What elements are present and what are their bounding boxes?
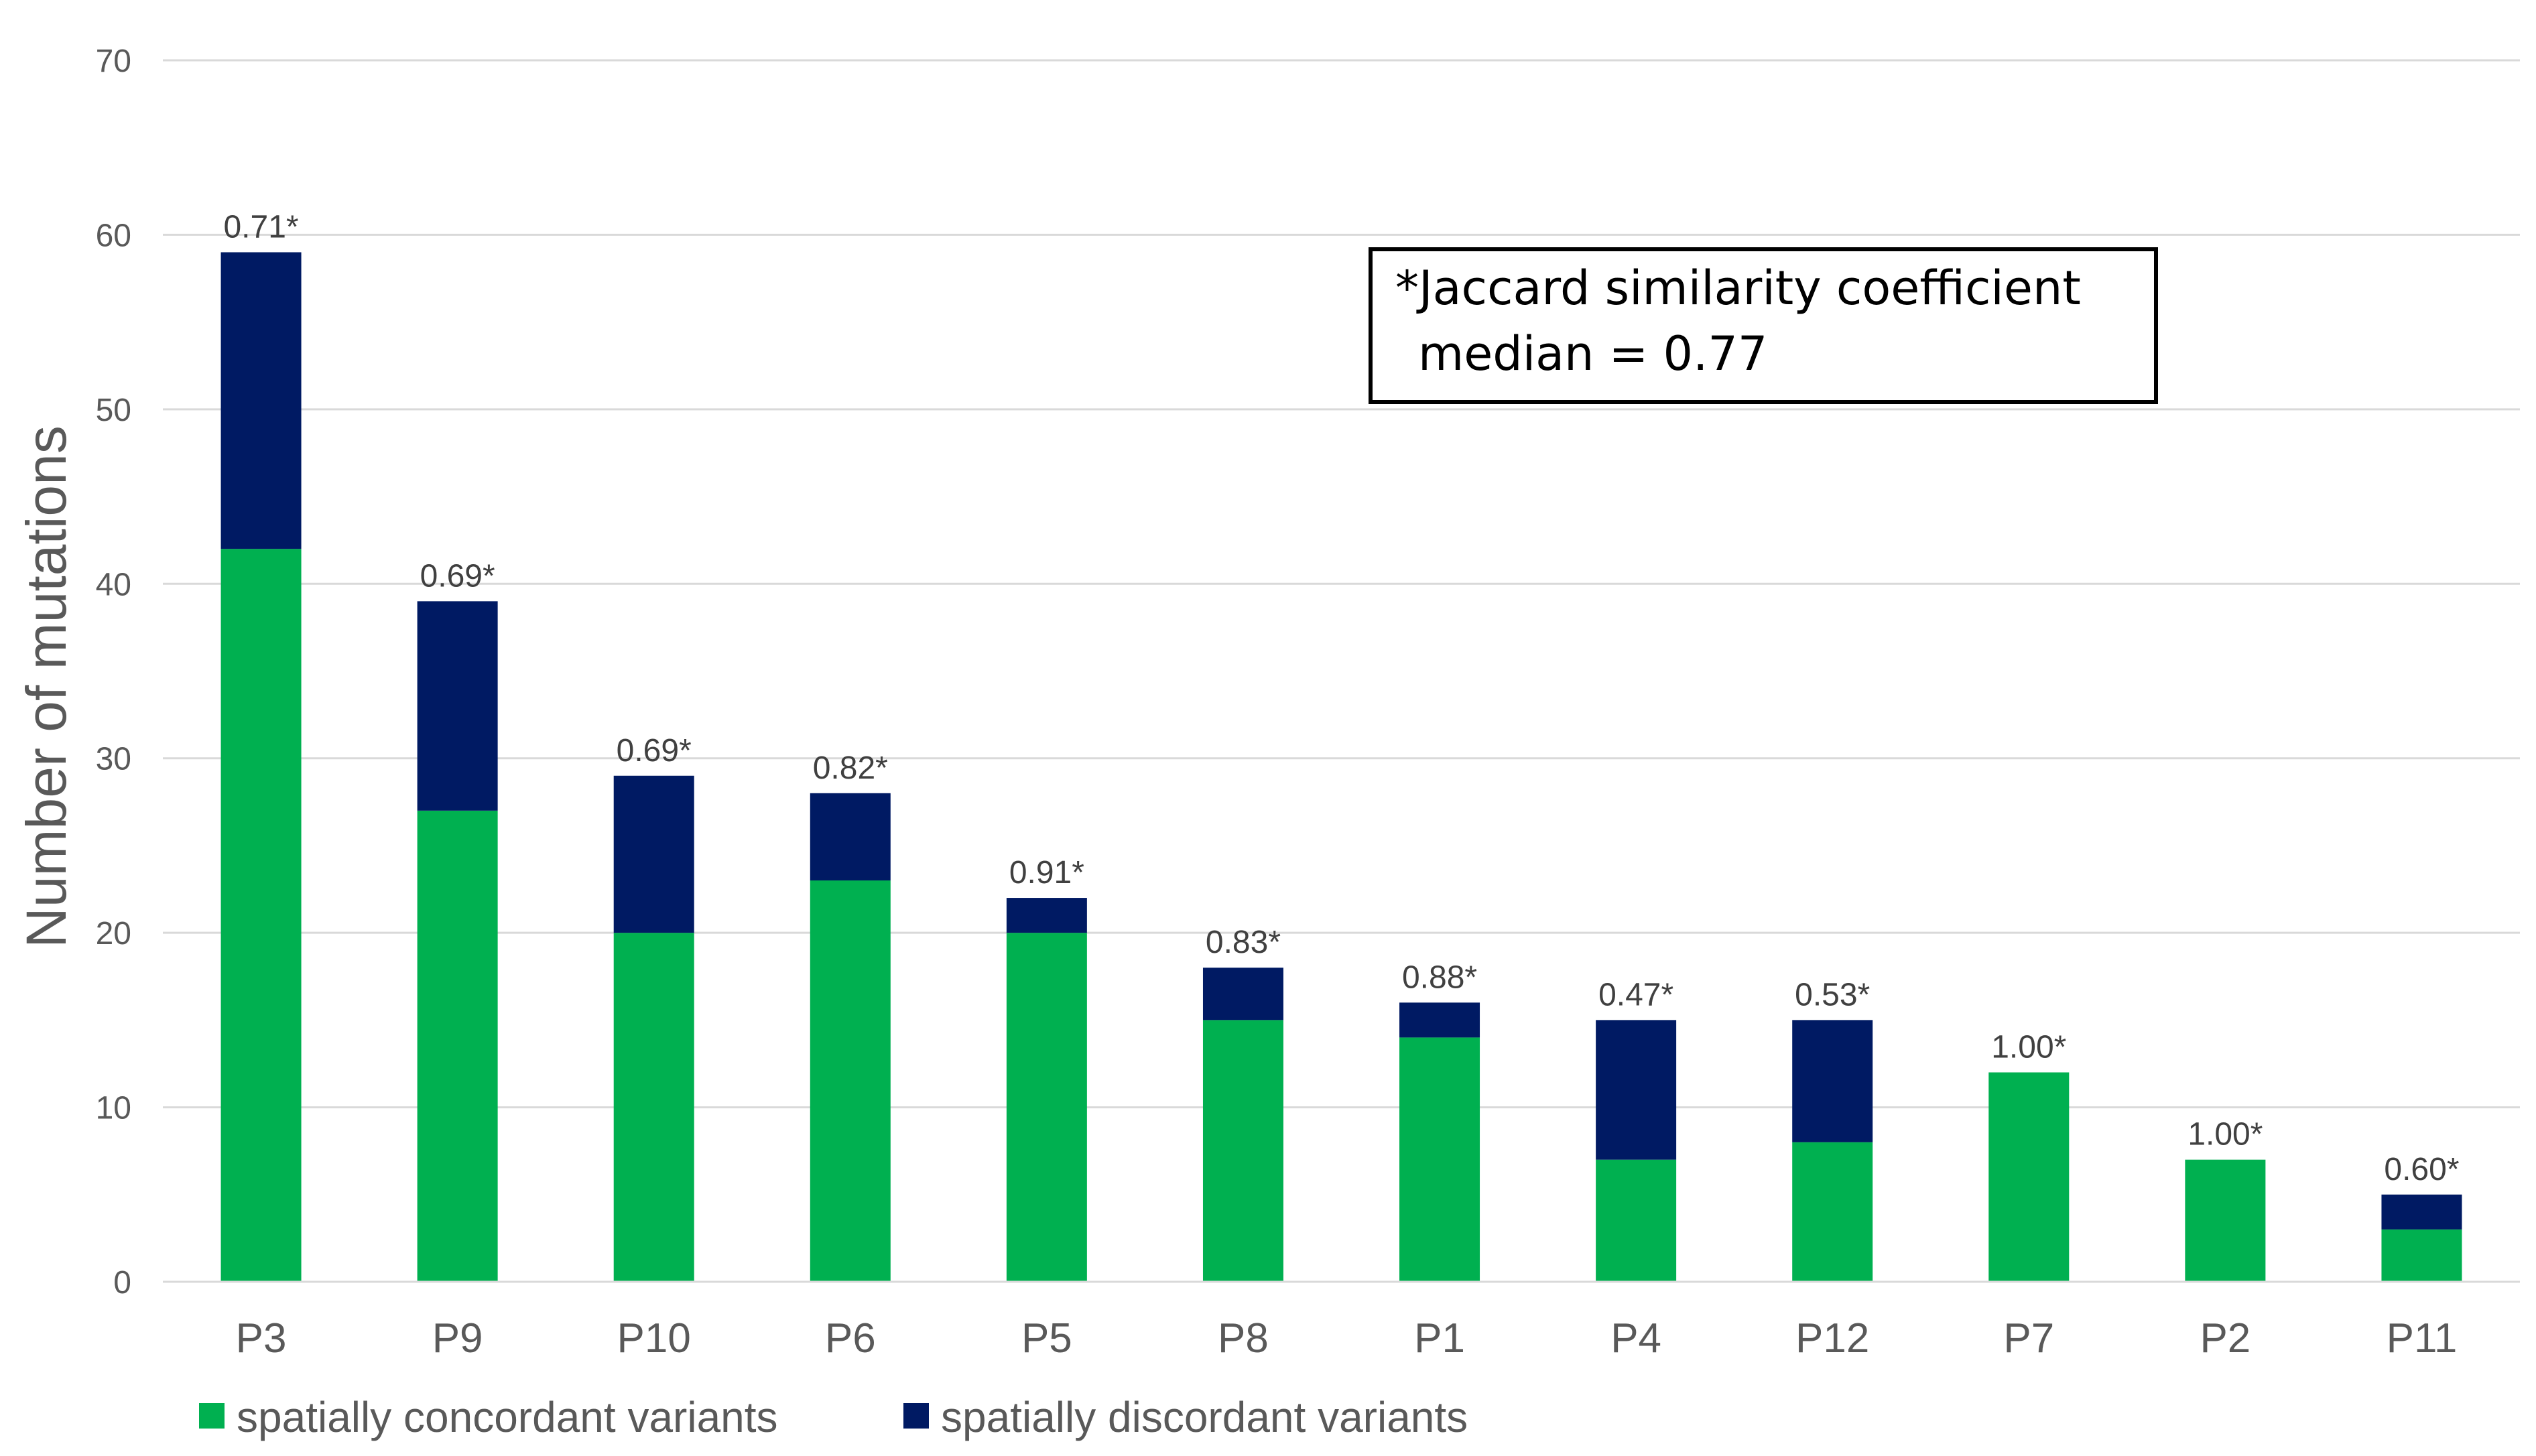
x-tick-label-P5: P5 — [1021, 1315, 1072, 1362]
y-tick-label: 0 — [113, 1265, 131, 1301]
bar-concordant-P10 — [613, 933, 694, 1282]
bar-discordant-P5 — [1006, 898, 1087, 933]
legend-swatch-concordant — [199, 1403, 225, 1429]
bar-discordant-P4 — [1596, 1020, 1677, 1160]
data-label-P5: 0.91* — [1009, 855, 1084, 890]
data-label-P1: 0.88* — [1402, 959, 1477, 995]
x-tick-label-P2: P2 — [2200, 1315, 2250, 1362]
data-label-P10: 0.69* — [617, 733, 692, 769]
x-tick-label-P3: P3 — [236, 1315, 287, 1362]
y-axis-ticks: 0 10 20 30 40 50 60 70 — [96, 44, 131, 1301]
y-tick-label: 70 — [96, 44, 131, 79]
y-tick-label: 40 — [96, 567, 131, 602]
legend-label-discordant: spatially discordant variants — [941, 1393, 1468, 1441]
y-tick-label: 30 — [96, 742, 131, 777]
data-label-P12: 0.53* — [1795, 977, 1870, 1012]
gridlines — [163, 59, 2520, 1109]
bar-concordant-P4 — [1596, 1159, 1677, 1282]
y-tick-label: 60 — [96, 218, 131, 253]
bar-discordant-P1 — [1399, 1002, 1480, 1038]
x-axis-ticks: P3 P9 P10 P6 P5 P8 P1 P4 P12 P7 P2 P11 — [236, 1315, 2458, 1362]
x-tick-label-P11: P11 — [2387, 1315, 2458, 1362]
y-tick-label: 20 — [96, 916, 131, 951]
x-tick-label-P12: P12 — [1795, 1315, 1869, 1362]
data-label-P3: 0.71* — [223, 209, 298, 245]
x-tick-label-P6: P6 — [825, 1315, 876, 1362]
x-tick-label-P4: P4 — [1610, 1315, 1661, 1362]
annotation-box: *Jaccard similarity coefficient median =… — [1369, 247, 2158, 404]
bar-concordant-P2 — [2185, 1159, 2266, 1282]
data-label-P2: 1.00* — [2188, 1117, 2263, 1152]
x-tick-label-P8: P8 — [1218, 1315, 1269, 1362]
bar-discordant-P9 — [417, 601, 498, 811]
data-label-P11: 0.60* — [2384, 1152, 2459, 1187]
bar-discordant-P10 — [613, 775, 694, 933]
x-tick-label-P1: P1 — [1414, 1315, 1465, 1362]
data-label-P8: 0.83* — [1206, 925, 1281, 960]
bar-concordant-P11 — [2381, 1229, 2462, 1282]
annotation-line-2: median = 0.77 — [1418, 326, 1767, 381]
bar-concordant-P7 — [1988, 1072, 2070, 1282]
bar-concordant-P5 — [1006, 933, 1087, 1282]
bar-discordant-P12 — [1792, 1020, 1873, 1142]
bar-discordant-P11 — [2381, 1194, 2462, 1230]
data-label-P4: 0.47* — [1598, 977, 1673, 1012]
x-tick-label-P7: P7 — [2003, 1315, 2054, 1362]
bar-concordant-P3 — [220, 549, 302, 1282]
bar-concordant-P1 — [1399, 1037, 1480, 1282]
legend-swatch-discordant — [903, 1403, 929, 1429]
y-tick-label: 10 — [96, 1091, 131, 1126]
bar-concordant-P12 — [1792, 1142, 1873, 1282]
bar-discordant-P6 — [810, 793, 891, 881]
bars — [220, 252, 2462, 1282]
bar-concordant-P9 — [417, 810, 498, 1282]
data-label-P6: 0.82* — [813, 750, 888, 786]
bar-concordant-P8 — [1202, 1020, 1283, 1282]
y-tick-label: 50 — [96, 393, 131, 428]
legend-label-concordant: spatially concordant variants — [237, 1393, 778, 1441]
annotation-line-1: *Jaccard similarity coefficient — [1395, 261, 2081, 316]
legend: spatially concordant variants spatially … — [199, 1393, 1468, 1441]
x-tick-label-P10: P10 — [617, 1315, 691, 1362]
data-label-P9: 0.69* — [420, 558, 495, 594]
x-tick-label-P9: P9 — [432, 1315, 483, 1362]
data-labels: 0.71* 0.69* 0.69* 0.82* 0.91* 0.83* 0.88* 0.47*… — [223, 209, 2459, 1187]
bar-concordant-P6 — [810, 880, 891, 1282]
bar-discordant-P3 — [220, 252, 302, 549]
bar-discordant-P8 — [1202, 968, 1283, 1020]
y-axis-title: Number of mutations — [15, 425, 78, 948]
data-label-P7: 1.00* — [1991, 1029, 2066, 1065]
